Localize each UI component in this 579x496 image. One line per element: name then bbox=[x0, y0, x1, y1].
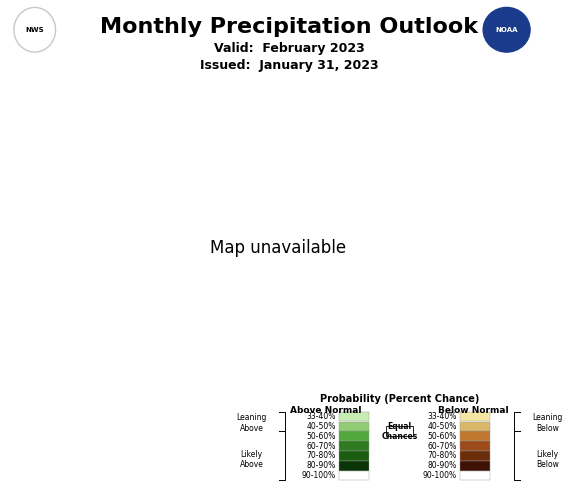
Text: 90-100%: 90-100% bbox=[423, 471, 457, 480]
Text: 90-100%: 90-100% bbox=[302, 471, 336, 480]
Text: 40-50%: 40-50% bbox=[306, 422, 336, 431]
Text: Map unavailable: Map unavailable bbox=[210, 239, 346, 257]
Text: Probability (Percent Chance): Probability (Percent Chance) bbox=[320, 394, 479, 404]
Text: 60-70%: 60-70% bbox=[306, 441, 336, 450]
Circle shape bbox=[483, 7, 530, 52]
Text: 70-80%: 70-80% bbox=[427, 451, 457, 460]
Text: Issued:  January 31, 2023: Issued: January 31, 2023 bbox=[200, 59, 379, 71]
Bar bbox=[460, 451, 490, 461]
Text: Above Normal: Above Normal bbox=[290, 406, 361, 415]
Bar bbox=[460, 441, 490, 451]
Text: Valid:  February 2023: Valid: February 2023 bbox=[214, 42, 365, 55]
Text: Equal
Chances: Equal Chances bbox=[382, 422, 417, 441]
Text: Monthly Precipitation Outlook: Monthly Precipitation Outlook bbox=[101, 17, 478, 37]
Text: 60-70%: 60-70% bbox=[427, 441, 457, 450]
Text: Leaning
Below: Leaning Below bbox=[532, 413, 562, 433]
Bar bbox=[339, 422, 369, 431]
Text: Below Normal: Below Normal bbox=[438, 406, 509, 415]
Bar bbox=[339, 461, 369, 471]
Text: Likely
Above: Likely Above bbox=[240, 449, 263, 469]
Text: Likely
Below: Likely Below bbox=[536, 449, 559, 469]
Bar bbox=[339, 451, 369, 461]
Text: 50-60%: 50-60% bbox=[306, 432, 336, 440]
Bar bbox=[460, 461, 490, 471]
Text: 50-60%: 50-60% bbox=[427, 432, 457, 440]
Text: 33-40%: 33-40% bbox=[306, 412, 336, 421]
Text: 40-50%: 40-50% bbox=[427, 422, 457, 431]
Bar bbox=[460, 471, 490, 480]
Bar bbox=[339, 412, 369, 422]
Text: NWS: NWS bbox=[25, 27, 44, 33]
Bar bbox=[460, 422, 490, 431]
Text: 33-40%: 33-40% bbox=[427, 412, 457, 421]
Text: 80-90%: 80-90% bbox=[306, 461, 336, 470]
Text: NOAA: NOAA bbox=[496, 27, 518, 33]
Text: 80-90%: 80-90% bbox=[427, 461, 457, 470]
Bar bbox=[339, 471, 369, 480]
Text: 70-80%: 70-80% bbox=[306, 451, 336, 460]
Bar bbox=[386, 427, 413, 436]
Bar bbox=[460, 432, 490, 441]
Text: Leaning
Above: Leaning Above bbox=[237, 413, 267, 433]
Bar bbox=[339, 441, 369, 451]
Bar bbox=[460, 412, 490, 422]
Bar bbox=[339, 432, 369, 441]
